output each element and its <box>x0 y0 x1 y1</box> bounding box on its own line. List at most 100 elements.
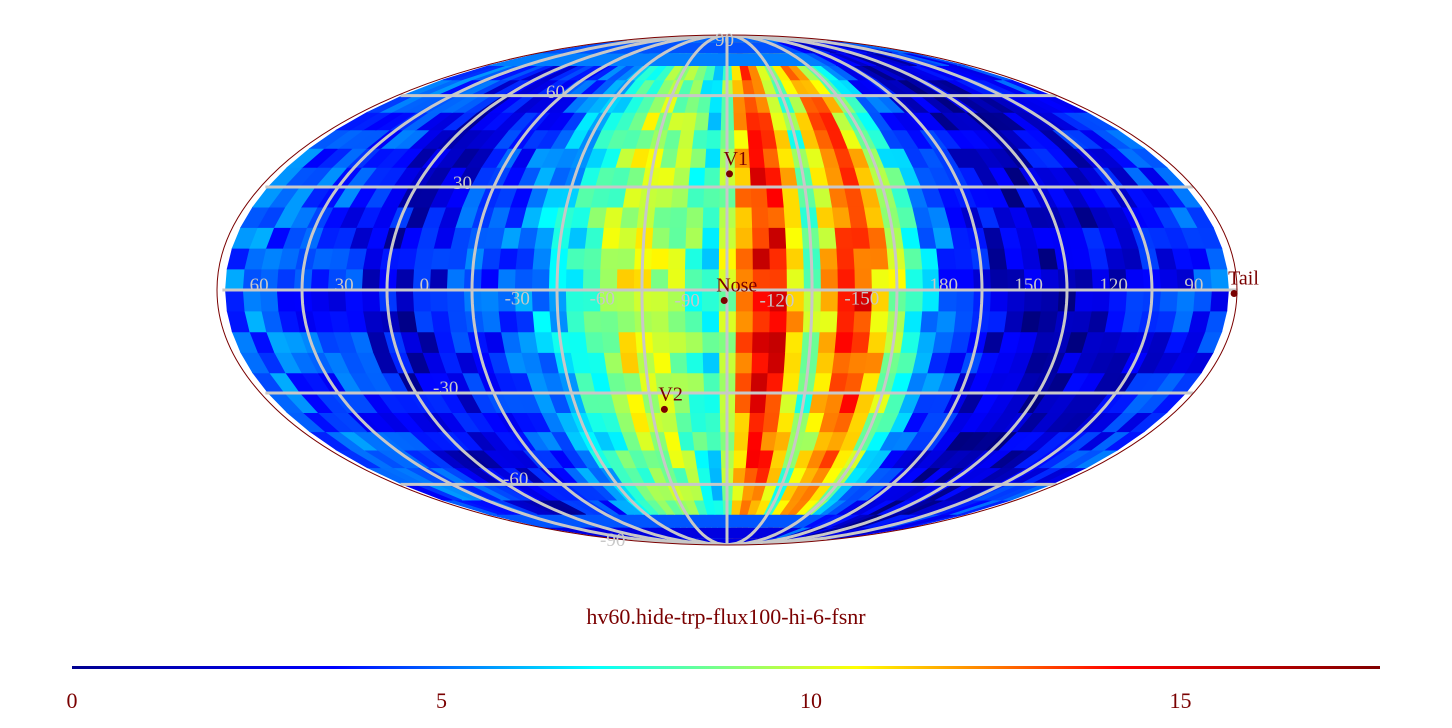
heatmap-cell <box>748 166 767 188</box>
heatmap-cell <box>701 352 720 374</box>
heatmap-cell <box>765 186 784 208</box>
heatmap-cell <box>734 206 753 228</box>
heatmap-cell <box>599 268 618 291</box>
heatmap-cell <box>531 310 552 333</box>
heatmap-cell <box>904 268 923 291</box>
heatmap-cell <box>599 310 619 333</box>
heatmap-cell <box>703 392 720 414</box>
heatmap-cell <box>817 331 837 353</box>
heatmap-cell <box>765 372 784 394</box>
heatmap-cell <box>565 289 584 312</box>
heatmap-cell <box>731 79 744 96</box>
heatmap-cell <box>667 268 686 291</box>
heatmap-cell <box>702 372 720 394</box>
heatmap-cell <box>1073 268 1093 291</box>
heatmap-cell <box>732 111 748 131</box>
heatmap-cell <box>582 247 602 270</box>
heatmap-cell <box>835 247 855 270</box>
heatmap-cell <box>276 268 296 291</box>
heatmap-cell <box>734 331 753 353</box>
heatmap-cell <box>919 310 940 333</box>
heatmap-cell <box>819 289 838 312</box>
marker-v2-dot <box>660 405 668 413</box>
longitude-label: 150 <box>1014 275 1043 296</box>
heatmap-cell <box>1039 289 1059 312</box>
heatmap-cell <box>785 247 804 270</box>
heatmap-cell <box>600 227 621 249</box>
heatmap-cell <box>733 129 749 149</box>
heatmap-cell <box>899 227 921 249</box>
heatmap-cell <box>763 392 782 414</box>
heatmap-cell <box>668 352 688 374</box>
map-title: hv60.hide-trp-flux100-hi-6-fsnr <box>586 604 866 629</box>
marker-tail-dot <box>1230 290 1238 297</box>
heatmap-cell <box>782 352 802 374</box>
heatmap-cell <box>767 331 787 353</box>
latitude-label: -30 <box>433 378 458 399</box>
heatmap-cell <box>986 310 1008 333</box>
heatmap-cell <box>932 227 954 249</box>
heatmap-cell <box>733 431 749 451</box>
heatmap-cell <box>652 352 672 374</box>
heatmap-cell <box>731 483 744 501</box>
heatmap-cell <box>766 352 786 374</box>
heatmap-cell <box>761 147 780 168</box>
heatmap-cell <box>706 111 722 131</box>
heatmap-cell <box>768 268 787 291</box>
latitude-label: 60 <box>546 82 565 103</box>
heatmap-cell <box>514 268 533 291</box>
heatmap-cell <box>759 129 777 149</box>
heatmap-cell <box>567 227 588 249</box>
colorbar-tick-label: 0 <box>66 688 78 713</box>
heatmap-cell <box>617 331 637 353</box>
heatmap-cell <box>734 352 753 374</box>
heatmap-cell <box>766 206 786 228</box>
heatmap-cell <box>734 227 753 249</box>
heatmap-cell <box>986 247 1008 270</box>
heatmap-cell <box>836 268 855 291</box>
heatmap-cell <box>446 310 468 333</box>
heatmap-cell <box>514 310 535 333</box>
heatmap-cell <box>750 352 769 374</box>
heatmap-cell <box>430 310 451 333</box>
heatmap-cell <box>748 392 767 414</box>
longitude-label: 0 <box>420 275 430 296</box>
heatmap-cell <box>616 310 636 333</box>
heatmap-cell <box>955 289 974 312</box>
heatmap-cell <box>817 227 837 249</box>
heatmap-cell <box>782 206 802 228</box>
heatmap-cell <box>704 412 721 433</box>
heatmap-cell <box>651 331 670 353</box>
longitude-label: 120 <box>1099 275 1128 296</box>
heatmap-cell <box>763 166 782 188</box>
heatmap-cell <box>567 331 588 353</box>
longitude-label: -150 <box>844 289 879 310</box>
heatmap-cell <box>310 289 330 312</box>
markers: V1 Nose V2 Tail <box>658 148 1259 413</box>
colorbar <box>72 666 1380 669</box>
colorbar-tick-label: 15 <box>1169 688 1192 713</box>
heatmap-cell <box>619 206 640 228</box>
heatmap-cell <box>276 289 296 312</box>
heatmap-cell <box>744 449 761 469</box>
heatmap-cell <box>582 268 601 291</box>
heatmap-cell <box>734 186 752 208</box>
heatmap-cell <box>361 268 381 291</box>
heatmap-cell <box>446 247 468 270</box>
heatmap-cell <box>761 412 780 433</box>
heatmap-cell <box>818 247 838 270</box>
graticule <box>222 35 1237 545</box>
longitude-label: -90 <box>675 291 700 312</box>
heatmap-cell <box>531 247 552 270</box>
heatmap-cell <box>701 310 720 333</box>
heatmap-cell <box>919 247 940 270</box>
heatmap-cell <box>704 147 721 168</box>
heatmap-cell <box>497 247 518 270</box>
map-outline <box>216 34 1238 546</box>
heatmap-cell <box>689 147 707 168</box>
longitude-label: -60 <box>590 289 615 310</box>
heatmap-cell <box>691 431 708 451</box>
heatmap-cell <box>702 186 720 208</box>
heatmap-cell <box>768 247 787 270</box>
heatmap-cell <box>480 289 499 312</box>
